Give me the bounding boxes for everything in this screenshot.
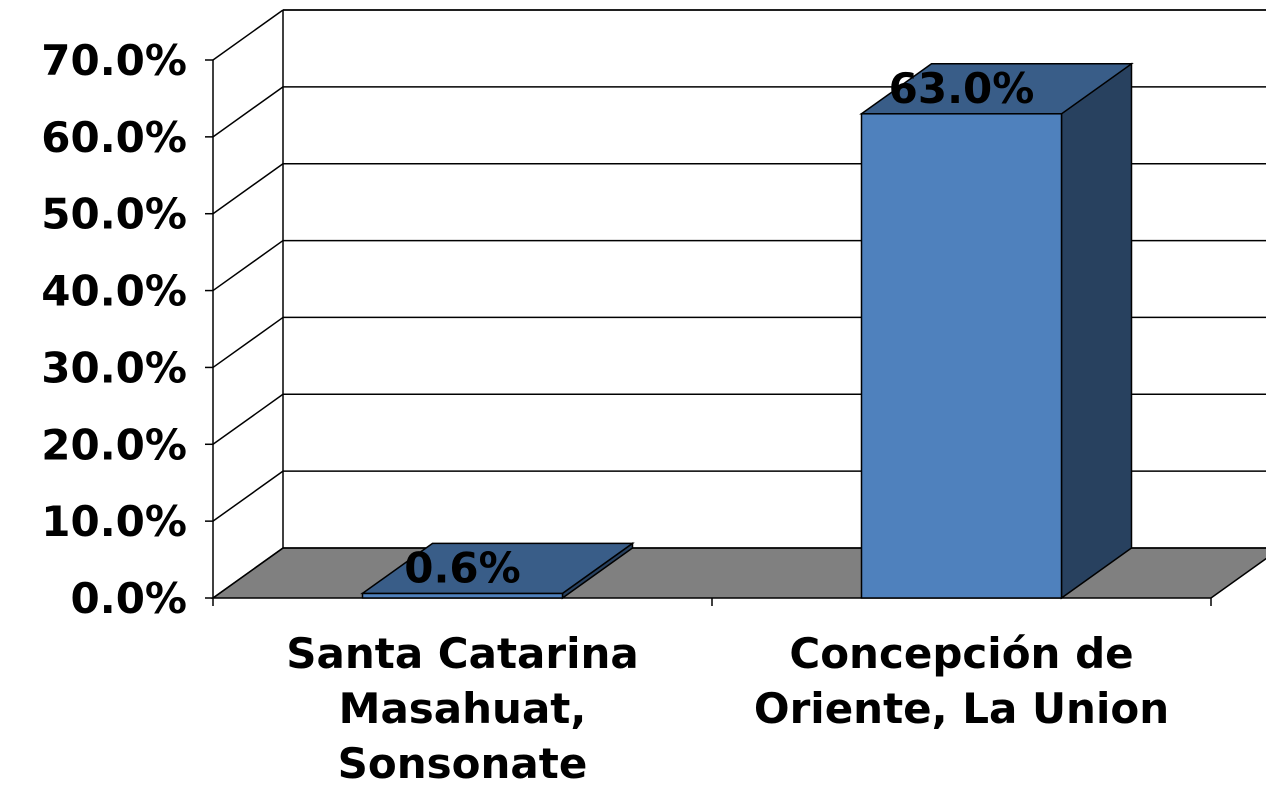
y-tick-label: 30.0% <box>41 343 187 392</box>
side-grid-line <box>212 547 284 599</box>
bar-top <box>859 63 1134 115</box>
y-tick-label: 10.0% <box>41 497 187 546</box>
bar <box>860 113 1063 599</box>
x-tick-label: Santa Catarina Masahuat, Sonsonate <box>286 629 638 788</box>
side-grid-line <box>212 86 284 138</box>
bar-side <box>1060 62 1133 600</box>
y-tick-label: 60.0% <box>41 113 187 162</box>
side-grid-line <box>212 9 284 61</box>
y-tick-label: 40.0% <box>41 267 187 316</box>
y-tick-label: 70.0% <box>41 36 187 85</box>
x-tick-label-line: Sonsonate <box>338 739 588 788</box>
x-tick-label-line: Santa Catarina <box>286 629 638 678</box>
y-tick-label: 0.0% <box>71 574 187 623</box>
data-label: 0.6% <box>404 543 520 592</box>
bar-top <box>360 542 635 595</box>
side-grid-line <box>212 163 284 215</box>
x-tick-label-line: Masahuat, <box>339 684 587 733</box>
x-tick-label-line: Concepción de <box>789 629 1133 678</box>
side-grid-line <box>212 393 284 445</box>
x-tick-label-line: Oriente, La Union <box>754 684 1169 733</box>
y-tick-label: 20.0% <box>41 420 187 469</box>
data-label: 63.0% <box>889 64 1035 113</box>
y-tick-label: 50.0% <box>41 190 187 239</box>
side-grid-line <box>212 316 284 369</box>
x-tick-label: Concepción de Oriente, La Union <box>754 629 1169 733</box>
side-grid-line <box>212 239 284 292</box>
side-grid-line <box>212 470 284 522</box>
